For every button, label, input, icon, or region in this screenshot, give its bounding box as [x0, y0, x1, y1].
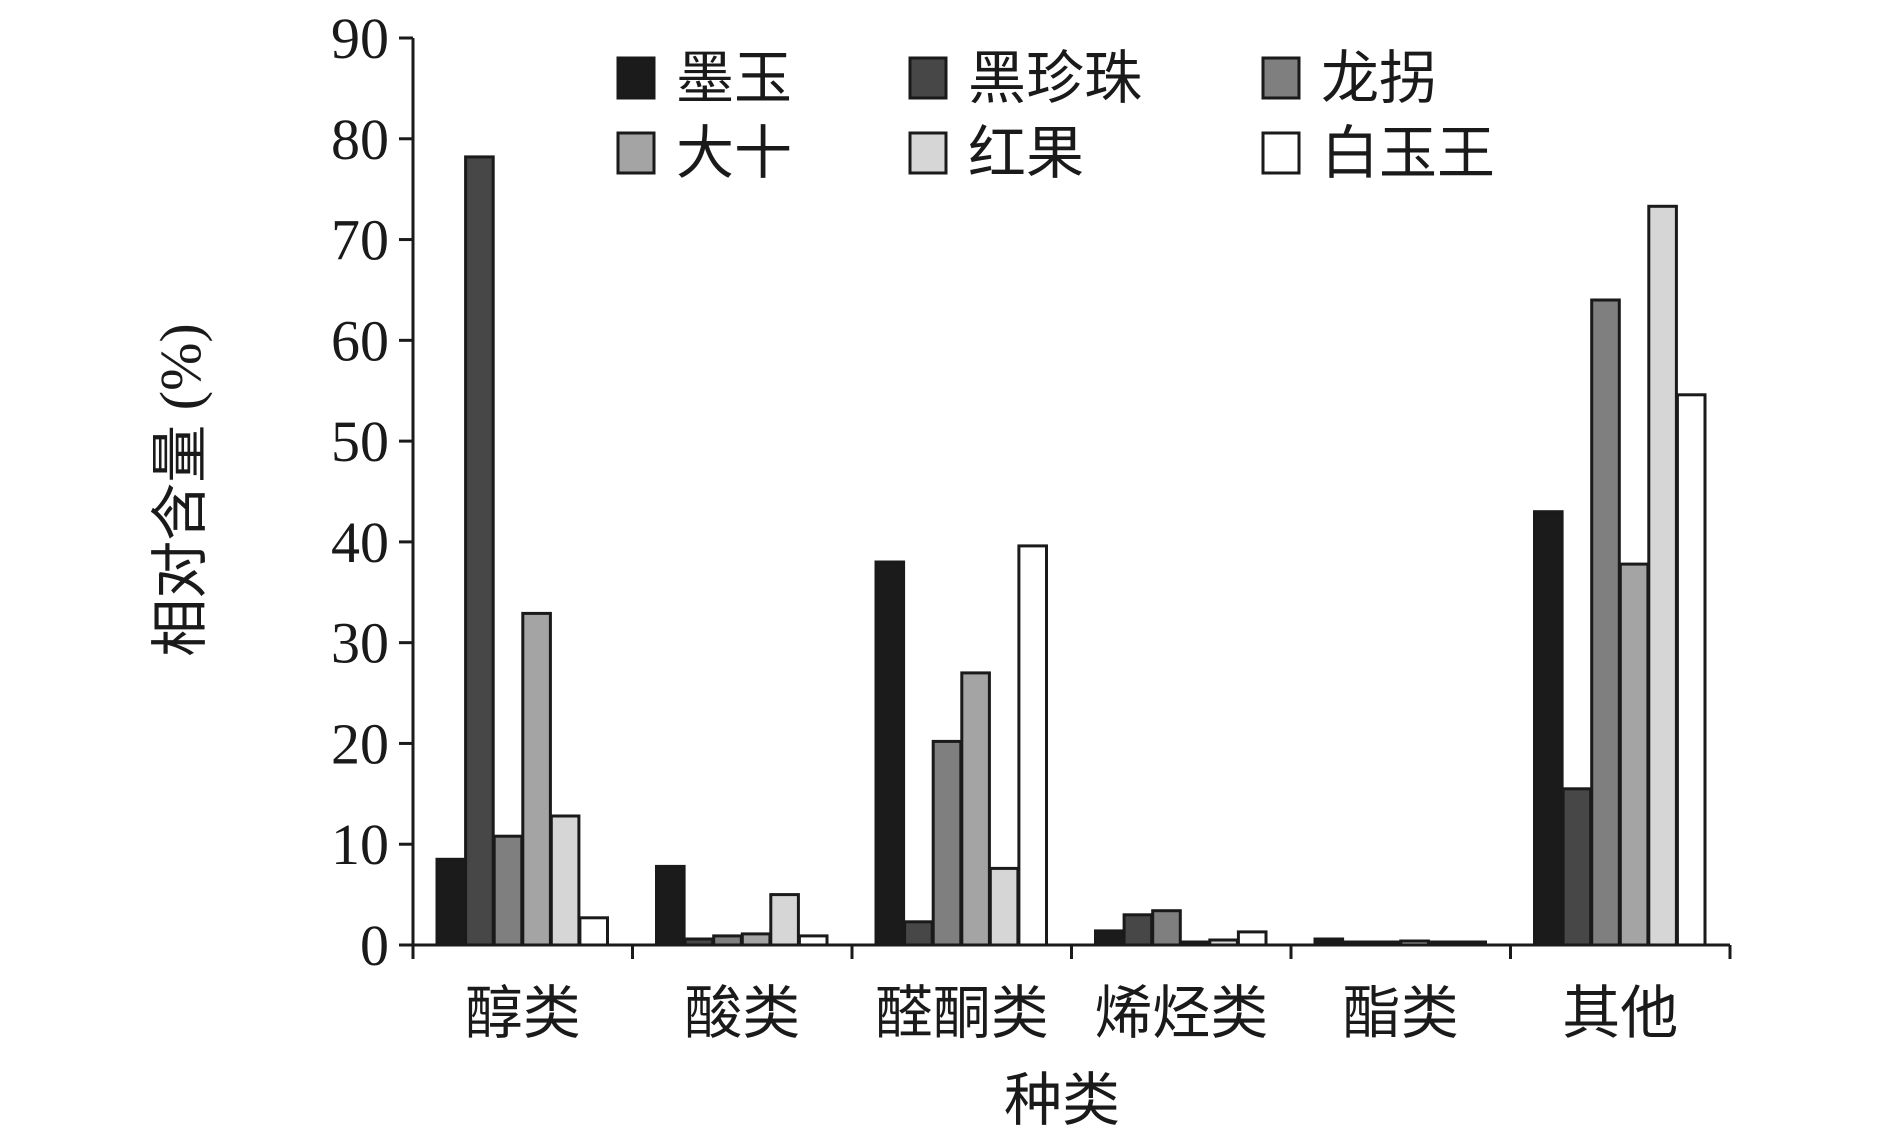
bar: [549, 814, 581, 947]
bar: [1017, 544, 1049, 947]
bar: [1533, 510, 1564, 947]
bars-layer: [435, 155, 1707, 947]
legend-swatch: [616, 131, 656, 175]
bar: [1151, 909, 1182, 947]
bar: [1122, 913, 1154, 947]
y-tick-label: 80: [331, 107, 389, 172]
bar: [521, 611, 552, 947]
bar: [1094, 929, 1125, 947]
bar: [874, 560, 906, 947]
legend-swatch: [908, 131, 948, 175]
bar: [435, 857, 467, 947]
x-axis-title: 种类: [1004, 1068, 1120, 1133]
bar: [1590, 298, 1621, 947]
bar: [960, 671, 991, 947]
bar: [1618, 562, 1650, 947]
y-axis-title: 相对含量 (%): [148, 323, 213, 656]
y-tick-label: 10: [331, 812, 389, 877]
bar: [1675, 393, 1707, 947]
legend-label: 墨玉: [676, 46, 792, 111]
y-tick-label: 90: [331, 6, 389, 71]
bar: [931, 739, 963, 947]
legend-swatch: [1261, 56, 1301, 100]
legend-label: 白玉王: [1321, 121, 1495, 186]
axes-layer: 0 10 20 30 40 50 60 70 80 90 醇类 酸类 醛酮类 烯烃类 酯类 其他: [331, 6, 1732, 1046]
legend-label: 大十: [676, 121, 792, 186]
y-tick-label: 70: [331, 208, 389, 273]
y-tick-label: 60: [331, 308, 389, 373]
y-tick-label: 0: [360, 913, 389, 978]
bar: [740, 932, 772, 947]
bar: [1236, 930, 1268, 947]
legend-label: 龙拐: [1321, 46, 1437, 111]
legend-label: 红果: [968, 121, 1084, 186]
y-tick-label: 20: [331, 711, 389, 776]
legend-swatch: [1261, 131, 1301, 175]
bar: [578, 916, 610, 947]
bar: [769, 893, 800, 947]
x-category-label: 其他: [1562, 981, 1678, 1046]
bar: [464, 155, 495, 947]
x-category-label: 酸类: [684, 981, 800, 1046]
bar: [1647, 204, 1678, 947]
bar: [988, 866, 1020, 947]
x-category-label: 烯烃类: [1094, 981, 1268, 1046]
y-tick-label: 40: [331, 510, 389, 575]
bar: [655, 864, 686, 947]
y-tick-label: 30: [331, 611, 389, 676]
legend-label: 黑珍珠: [968, 46, 1142, 111]
x-category-label: 醇类: [465, 981, 581, 1046]
bar: [1561, 787, 1593, 947]
y-tick-label: 50: [331, 409, 389, 474]
legend-swatch: [616, 56, 656, 100]
x-category-label: 酯类: [1343, 981, 1459, 1046]
legend-swatch: [908, 56, 948, 100]
bar: [492, 834, 524, 947]
bar: [903, 920, 934, 947]
x-category-label: 醛酮类: [875, 981, 1049, 1046]
